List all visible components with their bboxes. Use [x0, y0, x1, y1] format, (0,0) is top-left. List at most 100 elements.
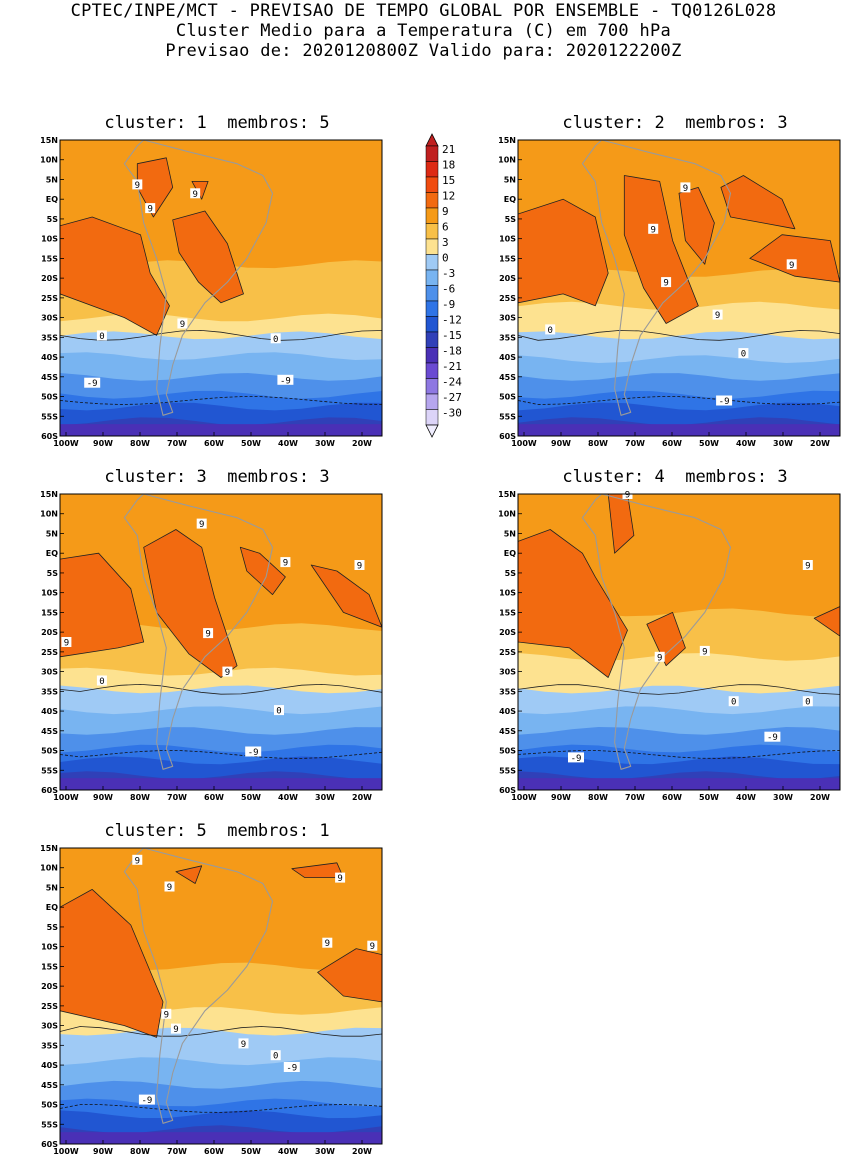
colorbar-level-label: 9 — [442, 205, 449, 218]
lon-tick-label: 30W — [315, 793, 335, 802]
panel-title: cluster: 3 membros: 3 — [104, 467, 330, 487]
contour-label: 9 — [789, 261, 794, 271]
contour-label: 9 — [167, 883, 172, 893]
lat-tick-label: 15S — [499, 254, 516, 263]
colorbar-swatch — [425, 378, 439, 395]
map-svg: 9 9 9 9 9 9 0 0 -9 15N 10N 5N EQ 5S 10S 15S 20S 25S 30S 35S… — [40, 490, 383, 802]
lon-tick-label: 30W — [773, 793, 793, 802]
lon-tick-label: 90W — [551, 439, 571, 448]
lon-tick-label: 40W — [736, 439, 756, 448]
contour-label: -9 — [719, 397, 730, 407]
contour-label-bg — [568, 752, 584, 763]
colorbar-swatch — [425, 176, 439, 193]
lat-tick-label: 25S — [499, 294, 516, 303]
map-frame — [59, 139, 383, 437]
contour-label: 0 — [273, 1052, 278, 1062]
colorbar-swatch — [425, 285, 439, 302]
cluster-1-panel: cluster: 1 membros: 5 9 9 9 9 0 0 -9 -9 15N 10N 5N… — [30, 112, 390, 458]
lat-tick-label: 5S — [505, 215, 517, 224]
lat-tick-label: 5S — [505, 569, 517, 578]
lat-tick-label: 5S — [47, 923, 59, 932]
contour-label-bg — [84, 377, 101, 388]
contour-label-bg — [132, 854, 143, 865]
warm-region — [60, 552, 145, 658]
contour-label-bg — [132, 179, 143, 190]
lon-tick-label: 70W — [167, 793, 187, 802]
lat-tick-label: 55S — [499, 412, 516, 421]
contour-label: 9 — [147, 205, 152, 215]
colorbar-legend: 21 18 15 12 9 6 3 0 -3 -6 -9 -12 -15 -18 -21 -24 -27 -30 — [420, 132, 480, 444]
contour-label-bg — [61, 637, 72, 647]
colorbar-level-label: -3 — [442, 267, 455, 280]
contour-label-bg — [270, 1050, 281, 1061]
lon-tick-label: 40W — [278, 439, 298, 448]
contour-label: 9 — [805, 562, 810, 572]
colorbar-level-label: 0 — [442, 252, 449, 265]
warm-region — [749, 234, 840, 283]
lat-tick-label: 15S — [41, 962, 58, 971]
colorbar-swatch — [425, 223, 439, 240]
lat-tick-label: 30S — [41, 314, 58, 323]
colorbar-level-label: -15 — [442, 329, 462, 342]
lat-tick-label: 40S — [41, 353, 58, 362]
lat-tick-label: 50S — [499, 747, 516, 756]
lon-tick-label: 100W — [511, 439, 537, 448]
lat-tick-label: 45S — [499, 727, 516, 736]
lat-tick-label: 20S — [41, 628, 58, 637]
contour-label: -9 — [767, 733, 778, 743]
lat-tick-label: 15N — [498, 490, 516, 499]
contour-label-bg — [764, 731, 781, 742]
lon-tick-label: 80W — [588, 793, 608, 802]
contour-label: 9 — [225, 668, 230, 678]
warm-region — [678, 187, 715, 265]
lat-tick-label: 60S — [41, 432, 58, 441]
contour-label-bg — [786, 259, 797, 270]
colorbar-swatch — [425, 362, 439, 379]
lat-tick-label: 30S — [41, 668, 58, 677]
contour-label: 9 — [657, 653, 662, 663]
lon-tick-label: 40W — [278, 793, 298, 802]
contour-label-bg — [96, 330, 107, 341]
lat-tick-label: 35S — [41, 333, 58, 342]
lat-tick-label: EQ — [46, 195, 58, 204]
contour-label-bg — [680, 182, 691, 193]
lon-tick-label: 60W — [204, 793, 224, 802]
lon-tick-label: 90W — [93, 793, 113, 802]
lat-tick-label: 25S — [41, 648, 58, 657]
lat-tick-label: 15N — [498, 136, 516, 145]
lat-tick-label: 10N — [40, 156, 58, 165]
contour-label-bg — [661, 277, 672, 288]
contour-label-bg — [161, 1008, 172, 1019]
contour-label: 0 — [741, 350, 746, 360]
lat-tick-label: 45S — [41, 727, 58, 736]
contour-label: 0 — [805, 698, 810, 708]
zero-contour — [60, 329, 382, 341]
lat-tick-label: 40S — [499, 353, 516, 362]
warm-region — [60, 889, 164, 1038]
warm-region — [310, 564, 382, 628]
colorbar-level-label: -12 — [442, 314, 462, 327]
lat-tick-label: 50S — [499, 393, 516, 402]
minus-nine-contour — [518, 750, 840, 759]
warm-region — [518, 529, 628, 678]
contour-label-bg — [728, 696, 739, 707]
cluster-5-panel: cluster: 5 membros: 1 9 9 9 9 9 9 9 9 0 -9 -9 15N 10… — [30, 820, 390, 1166]
colorbar-level-label: -27 — [442, 391, 462, 404]
cluster-2-panel: cluster: 2 membros: 3 9 9 9 9 9 0 0 -9 15N 10N 5N E… — [488, 112, 847, 458]
lat-tick-label: 5S — [47, 569, 59, 578]
lon-tick-label: 60W — [204, 439, 224, 448]
lat-tick-label: 5N — [504, 176, 516, 185]
minus-nine-contour — [60, 1104, 382, 1113]
lat-tick-label: 35S — [41, 687, 58, 696]
continent-outline — [123, 848, 274, 1124]
contour-label: 0 — [276, 707, 281, 717]
lat-tick-label: 55S — [499, 766, 516, 775]
panel-title: cluster: 1 membros: 5 — [104, 113, 330, 133]
map-frame — [59, 847, 383, 1145]
contour-label: 9 — [357, 562, 362, 572]
contour-label-bg — [648, 223, 659, 234]
contour-label-bg — [283, 1062, 300, 1072]
temperature-band — [518, 424, 840, 436]
lat-tick-label: 30S — [499, 314, 516, 323]
